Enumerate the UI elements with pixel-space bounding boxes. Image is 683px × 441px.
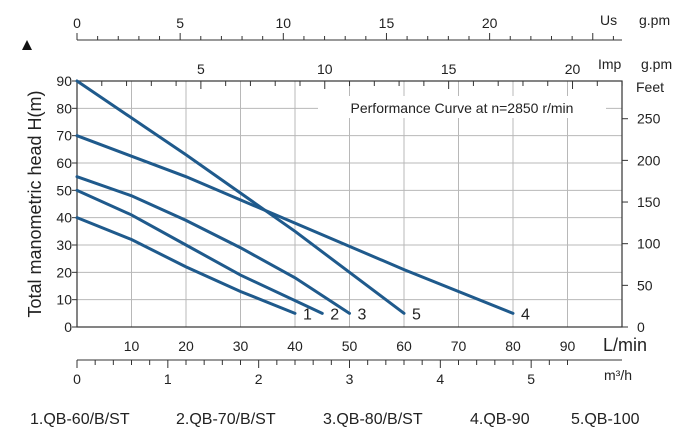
curve-label: 1: [303, 306, 312, 323]
curve-label: 3: [358, 306, 367, 323]
legend-item: 3.QB-80/B/ST: [323, 411, 423, 428]
legend-item: 4.QB-90: [470, 411, 530, 428]
feet-tick-label: 150: [637, 194, 661, 210]
feet-tick-label: 200: [637, 152, 661, 168]
curve-label: 4: [521, 306, 530, 323]
x-tick-label: 90: [560, 338, 576, 354]
chart-title: Performance Curve at n=2850 r/min: [351, 100, 574, 116]
x-tick-label: 10: [124, 338, 140, 354]
performance-curves: 1 2 3 4 5: [75, 79, 530, 323]
y-tick-label: 20: [56, 264, 72, 280]
y-tick-label: 0: [64, 319, 72, 335]
x-tick-label: 80: [505, 338, 521, 354]
us-gpm-tick-label: 5: [176, 15, 184, 31]
feet-tick-label: 250: [637, 111, 661, 127]
feet-tick-label: 0: [637, 319, 645, 335]
imp-gpm-tick-label: 20: [565, 61, 581, 77]
legend: 1.QB-60/B/ST 2.QB-70/B/ST 3.QB-80/B/ST 4…: [30, 411, 640, 428]
legend-item: 1.QB-60/B/ST: [30, 411, 130, 428]
m3h-tick-label: 5: [527, 371, 535, 387]
y-tick-label: 70: [56, 128, 72, 144]
y-tick-label: 90: [56, 73, 72, 89]
legend-item: 2.QB-70/B/ST: [176, 411, 276, 428]
imp-gpm-tick-label: 15: [441, 61, 457, 77]
m3h-tick-label: 4: [436, 371, 444, 387]
x-axis-unit-lmin: L/min: [603, 335, 647, 355]
imp-axis-unit: g.pm: [641, 56, 672, 72]
imp-gpm-tick-label: 10: [317, 61, 333, 77]
feet-tick-label: 100: [637, 236, 661, 252]
y-tick-label: 30: [56, 237, 72, 253]
m3h-tick-label: 3: [346, 371, 354, 387]
title-background: [318, 96, 606, 118]
x-tick-label: 20: [178, 338, 194, 354]
us-axis-unit-code: Us: [600, 12, 617, 28]
m3h-tick-label: 2: [255, 371, 263, 387]
us-gpm-tick-label: 0: [73, 15, 81, 31]
y-tick-label: 60: [56, 155, 72, 171]
curve-label: 2: [330, 306, 339, 323]
x-tick-label: 60: [396, 338, 412, 354]
curve-3: [75, 175, 351, 315]
imp-axis-unit-code: Imp: [598, 56, 622, 72]
y-axis-label: Total manometric head H(m): [25, 90, 45, 317]
up-arrow-icon: [22, 40, 32, 50]
y-tick-label: 10: [56, 292, 72, 308]
x-tick-label: 70: [451, 338, 467, 354]
us-gpm-tick-label: 20: [482, 15, 498, 31]
legend-item: 5.QB-100: [571, 411, 640, 428]
curve-5: [75, 79, 406, 315]
us-gpm-tick-label: 15: [379, 15, 395, 31]
curve-2: [75, 188, 324, 315]
us-axis-unit: g.pm: [639, 12, 670, 28]
y-tick-label: 50: [56, 182, 72, 198]
m3h-axis-unit: m³/h: [604, 367, 632, 383]
x-tick-label: 50: [342, 338, 358, 354]
m3h-tick-label: 1: [164, 371, 172, 387]
m3h-tick-label: 0: [73, 371, 81, 387]
curve-1: [75, 216, 297, 315]
us-gpm-tick-label: 10: [276, 15, 292, 31]
imp-gpm-tick-label: 5: [197, 61, 205, 77]
y-tick-label: 80: [56, 100, 72, 116]
feet-tick-label: 50: [637, 277, 653, 293]
feet-axis-unit: Feet: [636, 79, 664, 95]
curve-label: 5: [412, 306, 421, 323]
x-tick-label: 30: [233, 338, 249, 354]
y-tick-label: 40: [56, 210, 72, 226]
curve-4: [75, 134, 515, 315]
x-tick-label: 40: [287, 338, 303, 354]
